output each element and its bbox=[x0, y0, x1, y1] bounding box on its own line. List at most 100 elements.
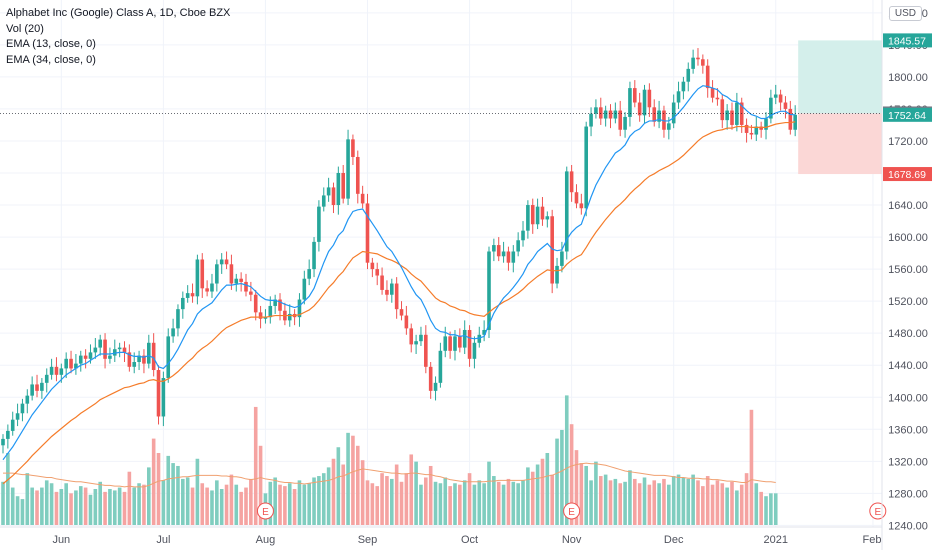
candle[interactable] bbox=[579, 203, 584, 209]
candle[interactable] bbox=[336, 172, 341, 206]
candle[interactable] bbox=[161, 378, 166, 417]
candle[interactable] bbox=[496, 245, 501, 257]
candle[interactable] bbox=[759, 126, 763, 130]
candle[interactable] bbox=[667, 123, 671, 130]
candle[interactable] bbox=[613, 110, 618, 119]
candle[interactable] bbox=[564, 171, 569, 252]
candle[interactable] bbox=[317, 206, 321, 242]
candle[interactable] bbox=[477, 334, 482, 343]
candle[interactable] bbox=[1, 438, 5, 446]
candle[interactable] bbox=[419, 334, 423, 342]
candle[interactable] bbox=[535, 206, 540, 225]
candle[interactable] bbox=[210, 283, 214, 292]
candle[interactable] bbox=[555, 265, 559, 284]
candle[interactable] bbox=[540, 206, 545, 220]
candle[interactable] bbox=[598, 107, 603, 119]
candle[interactable] bbox=[30, 384, 34, 396]
candle[interactable] bbox=[312, 241, 316, 270]
candle[interactable] bbox=[404, 315, 409, 329]
candle[interactable] bbox=[185, 293, 190, 298]
candle[interactable] bbox=[44, 374, 49, 383]
candle[interactable] bbox=[705, 65, 710, 89]
candle[interactable] bbox=[453, 336, 457, 351]
candle[interactable] bbox=[715, 97, 720, 100]
candle[interactable] bbox=[414, 341, 418, 345]
candle[interactable] bbox=[59, 368, 64, 375]
candle[interactable] bbox=[20, 403, 25, 414]
candle[interactable] bbox=[608, 110, 613, 119]
earnings-marker[interactable] bbox=[256, 502, 274, 520]
candle[interactable] bbox=[720, 99, 725, 121]
candle[interactable] bbox=[773, 94, 778, 98]
candle[interactable] bbox=[603, 110, 608, 119]
candle[interactable] bbox=[769, 97, 773, 119]
candle[interactable] bbox=[234, 278, 239, 284]
candle[interactable] bbox=[171, 328, 175, 337]
ema-value-badge[interactable] bbox=[883, 107, 932, 122]
candle[interactable] bbox=[83, 355, 88, 359]
candle[interactable] bbox=[122, 347, 127, 353]
candle[interactable] bbox=[472, 342, 477, 359]
candle[interactable] bbox=[151, 342, 156, 371]
candle[interactable] bbox=[64, 358, 68, 369]
candle[interactable] bbox=[346, 139, 350, 199]
ema-13-line[interactable] bbox=[2, 85, 796, 461]
candle[interactable] bbox=[10, 419, 15, 431]
candle[interactable] bbox=[341, 172, 345, 199]
candle[interactable] bbox=[589, 113, 593, 127]
candle[interactable] bbox=[263, 317, 268, 319]
candle[interactable] bbox=[633, 88, 637, 103]
candle[interactable] bbox=[628, 88, 632, 117]
candle[interactable] bbox=[326, 187, 331, 196]
candle[interactable] bbox=[195, 259, 200, 297]
legend-ema-34[interactable]: EMA (34, close, 0) bbox=[6, 53, 96, 66]
candle[interactable] bbox=[662, 110, 666, 130]
candle[interactable] bbox=[49, 366, 54, 375]
candle[interactable] bbox=[710, 88, 715, 98]
candle[interactable] bbox=[200, 259, 205, 289]
take-profit-badge[interactable] bbox=[883, 33, 932, 48]
candle[interactable] bbox=[54, 366, 59, 375]
candle[interactable] bbox=[268, 305, 273, 318]
earnings-marker[interactable] bbox=[563, 502, 581, 520]
currency-button[interactable]: USD bbox=[888, 6, 922, 21]
candle[interactable] bbox=[487, 251, 491, 330]
candle[interactable] bbox=[584, 126, 588, 209]
candle[interactable] bbox=[783, 102, 788, 109]
candle[interactable] bbox=[511, 251, 516, 263]
candle[interactable] bbox=[147, 342, 151, 364]
legend-ema-13[interactable]: EMA (13, close, 0) bbox=[6, 38, 96, 50]
candle[interactable] bbox=[696, 57, 700, 60]
candle[interactable] bbox=[78, 355, 83, 364]
candle[interactable] bbox=[735, 102, 739, 125]
candle[interactable] bbox=[253, 294, 258, 313]
candle[interactable] bbox=[307, 269, 311, 279]
candle[interactable] bbox=[550, 216, 554, 284]
candle[interactable] bbox=[229, 264, 234, 284]
candle[interactable] bbox=[618, 110, 623, 130]
chart-title[interactable]: Alphabet Inc (Google) Class A, 1D, Cboe … bbox=[6, 7, 231, 19]
candle[interactable] bbox=[686, 68, 691, 82]
candle[interactable] bbox=[458, 336, 462, 348]
candle[interactable] bbox=[754, 126, 759, 135]
candle[interactable] bbox=[103, 339, 107, 359]
candle[interactable] bbox=[424, 334, 428, 367]
candle[interactable] bbox=[302, 278, 307, 300]
candle[interactable] bbox=[137, 355, 141, 363]
candle[interactable] bbox=[93, 347, 98, 353]
candle[interactable] bbox=[516, 240, 520, 252]
candle[interactable] bbox=[409, 328, 414, 345]
stop-zone[interactable] bbox=[798, 113, 882, 175]
candle[interactable] bbox=[112, 349, 117, 356]
candle[interactable] bbox=[273, 299, 277, 306]
candle[interactable] bbox=[462, 329, 467, 348]
candle[interactable] bbox=[35, 384, 39, 391]
candle[interactable] bbox=[40, 382, 44, 391]
candle[interactable] bbox=[351, 139, 355, 157]
candle[interactable] bbox=[390, 283, 394, 295]
candle[interactable] bbox=[637, 102, 642, 116]
candle[interactable] bbox=[526, 205, 530, 231]
candle[interactable] bbox=[15, 413, 20, 420]
